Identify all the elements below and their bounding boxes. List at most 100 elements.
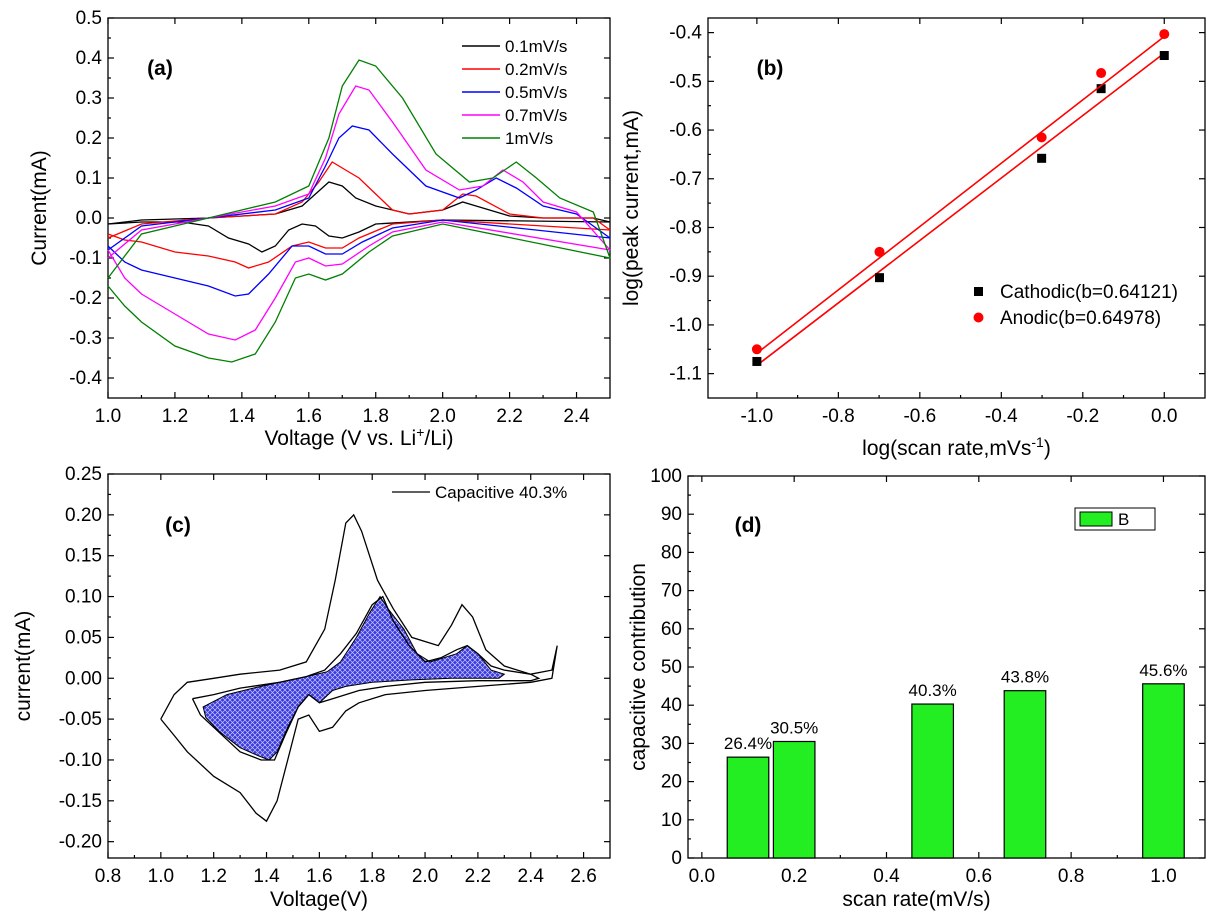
legend-label: 0.7mV/s — [505, 106, 567, 125]
bar — [1003, 690, 1047, 859]
x-axis-label-main: log(scan rate,mVs — [862, 437, 1031, 460]
x-tick-label: 2.6 — [570, 866, 596, 887]
data-point — [875, 273, 885, 283]
y-tick-label: 60 — [661, 619, 682, 640]
x-tick-label: 1.4 — [229, 406, 256, 427]
data-point — [1159, 29, 1170, 40]
fit-line — [756, 52, 1165, 366]
y-tick-label: -0.3 — [69, 328, 102, 349]
series-line-lower — [107, 219, 611, 269]
bar-value-label: 45.6% — [1139, 661, 1187, 680]
bar-value-label: 26.4% — [724, 734, 772, 753]
y-tick-label: -0.5 — [669, 71, 702, 92]
x-tick-label: 2.2 — [496, 406, 522, 427]
y-tick-label: 100 — [650, 466, 682, 487]
y-tick-label: -0.15 — [59, 791, 102, 812]
series-line-upper — [107, 59, 611, 279]
y-tick-label: 0.1 — [76, 168, 102, 189]
y-axis-label: Current(mA) — [28, 150, 51, 266]
x-tick-label: 2.4 — [563, 406, 590, 427]
x-tick-label: 1.6 — [306, 866, 332, 887]
data-point — [1036, 132, 1047, 143]
y-tick-label: 50 — [661, 657, 682, 678]
legend-label: 0.2mV/s — [505, 60, 567, 79]
y-tick-label: -1.1 — [669, 364, 702, 385]
legend-label: 1mV/s — [505, 129, 553, 148]
plot-frame — [707, 17, 1206, 399]
panel-d: 0.0 0.2 0.4 0.6 0.8 1.01009080706050403020100… — [627, 466, 1206, 911]
total-current-curve — [160, 513, 558, 823]
plot-frame — [107, 473, 611, 859]
capacitive-area — [202, 595, 506, 761]
x-tick-label: 0.8 — [95, 866, 121, 887]
panel-label: (a) — [147, 57, 173, 80]
data-point — [874, 246, 885, 257]
y-tick-label: -0.2 — [69, 288, 102, 309]
x-tick-label: 1.2 — [200, 866, 226, 887]
series-line-upper — [107, 181, 611, 225]
y-tick-label: 0.00 — [65, 668, 102, 689]
series-line-lower — [107, 219, 611, 297]
x-tick-label: -0.4 — [985, 406, 1018, 427]
y-tick-label: 0.2 — [76, 128, 102, 149]
series-line-lower — [107, 223, 611, 363]
legend-label: Capacitive 40.3% — [435, 483, 567, 502]
y-tick-label: 20 — [661, 772, 682, 793]
x-tick-label: -0.8 — [822, 406, 855, 427]
y-tick-label: 0 — [671, 848, 682, 869]
x-axis-label-main: Voltage (V vs. Li — [264, 427, 416, 450]
data-point — [751, 344, 762, 355]
x-tick-label: 2.2 — [465, 866, 491, 887]
y-tick-label: -0.9 — [669, 266, 702, 287]
x-tick-label: 1.8 — [359, 866, 385, 887]
bar-value-label: 30.5% — [770, 718, 818, 737]
y-tick-label: -1.0 — [669, 315, 702, 336]
x-axis-label-sup: -1 — [1031, 434, 1044, 450]
y-tick-label: 80 — [661, 542, 682, 563]
series-line-upper — [107, 125, 611, 251]
y-tick-label: 0.25 — [65, 464, 102, 485]
data-point — [1159, 51, 1169, 61]
legend-swatch — [1079, 511, 1113, 527]
y-tick-label: -0.05 — [59, 709, 102, 730]
legend-label: Cathodic(b=0.64121) — [1000, 282, 1178, 303]
fit-line — [756, 35, 1165, 354]
y-tick-label: -0.7 — [669, 169, 702, 190]
inner-current-curve — [191, 595, 541, 761]
y-tick-label: 0.20 — [65, 505, 102, 526]
x-axis-label: Voltage (V vs. Li+/Li) — [264, 424, 453, 450]
y-tick-label: -0.20 — [59, 832, 102, 853]
x-tick-label: -0.2 — [1066, 406, 1099, 427]
x-axis-label: log(scan rate,mVs-1) — [862, 434, 1051, 460]
series-line-lower — [107, 221, 611, 341]
bar — [772, 740, 816, 859]
x-axis-label-suffix: /Li) — [424, 427, 453, 450]
y-tick-label: -0.4 — [69, 368, 102, 389]
x-tick-label: 0.2 — [781, 866, 807, 887]
series-line-lower — [107, 219, 611, 253]
y-tick-label: 0.0 — [76, 208, 102, 229]
x-tick-label: 0.4 — [873, 866, 900, 887]
x-axis-label-sup: + — [416, 424, 424, 440]
legend-label: B — [1118, 510, 1129, 529]
y-tick-label: -0.8 — [669, 217, 702, 238]
panel-label: (c) — [165, 514, 191, 537]
panel-c: 0.8 1.0 1.2 1.4 1.6 1.8 2.0 2.2 2.4 2.6 0.25 0.20 0.… — [12, 464, 611, 911]
x-axis-label: scan rate(mV/s) — [842, 888, 990, 911]
y-axis-label: log(peak current,mA) — [620, 110, 643, 306]
legend-marker — [973, 312, 984, 323]
data-point — [752, 356, 762, 366]
bar-value-label: 43.8% — [1001, 668, 1049, 687]
y-tick-label: 40 — [661, 695, 682, 716]
panel-label: (b) — [757, 57, 784, 80]
bar — [1142, 683, 1185, 859]
x-tick-label: 1.8 — [363, 406, 389, 427]
bar-value-label: 40.3% — [909, 681, 957, 700]
x-tick-label: 2.0 — [412, 866, 438, 887]
x-tick-label: 0.8 — [1058, 866, 1084, 887]
bar — [911, 703, 955, 859]
data-point — [1037, 153, 1047, 163]
x-tick-label: 2.4 — [518, 866, 545, 887]
y-tick-label: 0.3 — [76, 88, 102, 109]
